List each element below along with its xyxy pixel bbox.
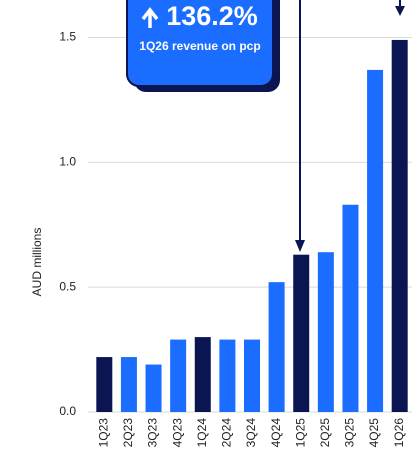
bar (268, 282, 285, 412)
plot-area: 0.0 0.5 1.0 1.5 1Q23 2Q23 3Q23 4Q23 1Q24 2Q24 3Q24… (59, 30, 412, 448)
x-tick-label: 1Q24 (195, 418, 209, 448)
annotation-text: 1Q26 revenue on pcp (139, 39, 261, 53)
x-tick-label: 4Q25 (367, 418, 381, 448)
x-tick-label: 3Q24 (244, 418, 258, 448)
bar (120, 357, 137, 412)
bar (170, 339, 187, 412)
bar (96, 357, 113, 412)
pointer-head (295, 240, 305, 252)
bar (219, 339, 236, 412)
annotation: 136.2% 1Q26 revenue on pcp (126, 0, 405, 252)
bar (293, 254, 310, 412)
bar (367, 69, 384, 412)
y-tick-label: 1.5 (59, 30, 76, 44)
y-tick-label: 1.0 (59, 154, 76, 168)
bar (244, 339, 260, 412)
bar (317, 252, 334, 412)
up-arrow-icon (141, 7, 159, 28)
x-tick-label: 1Q25 (293, 418, 307, 448)
bar (342, 204, 359, 412)
x-tick-label: 1Q23 (96, 418, 110, 448)
x-tick-label: 3Q25 (343, 418, 357, 448)
x-tick-label: 2Q23 (121, 418, 135, 448)
bar (194, 337, 211, 412)
bar (391, 39, 408, 413)
x-tick-label: 2Q24 (220, 418, 234, 448)
y-tick-label: 0.0 (59, 404, 76, 418)
annotation-headline: 136.2% (166, 1, 258, 31)
annotation-box (126, 0, 274, 87)
bar (145, 364, 162, 412)
x-tick-label: 2Q25 (318, 418, 332, 448)
x-tick-label: 4Q23 (170, 418, 184, 448)
pointer-head (395, 6, 405, 16)
x-tick-label: 3Q23 (146, 418, 160, 448)
x-tick-label: 1Q26 (392, 418, 406, 448)
annotation-text-box: 1Q26 revenue on pcp (139, 39, 261, 53)
y-axis-label: AUD millions (30, 228, 44, 297)
x-tick-label: 4Q24 (269, 418, 283, 448)
y-tick-label: 0.5 (59, 279, 76, 293)
